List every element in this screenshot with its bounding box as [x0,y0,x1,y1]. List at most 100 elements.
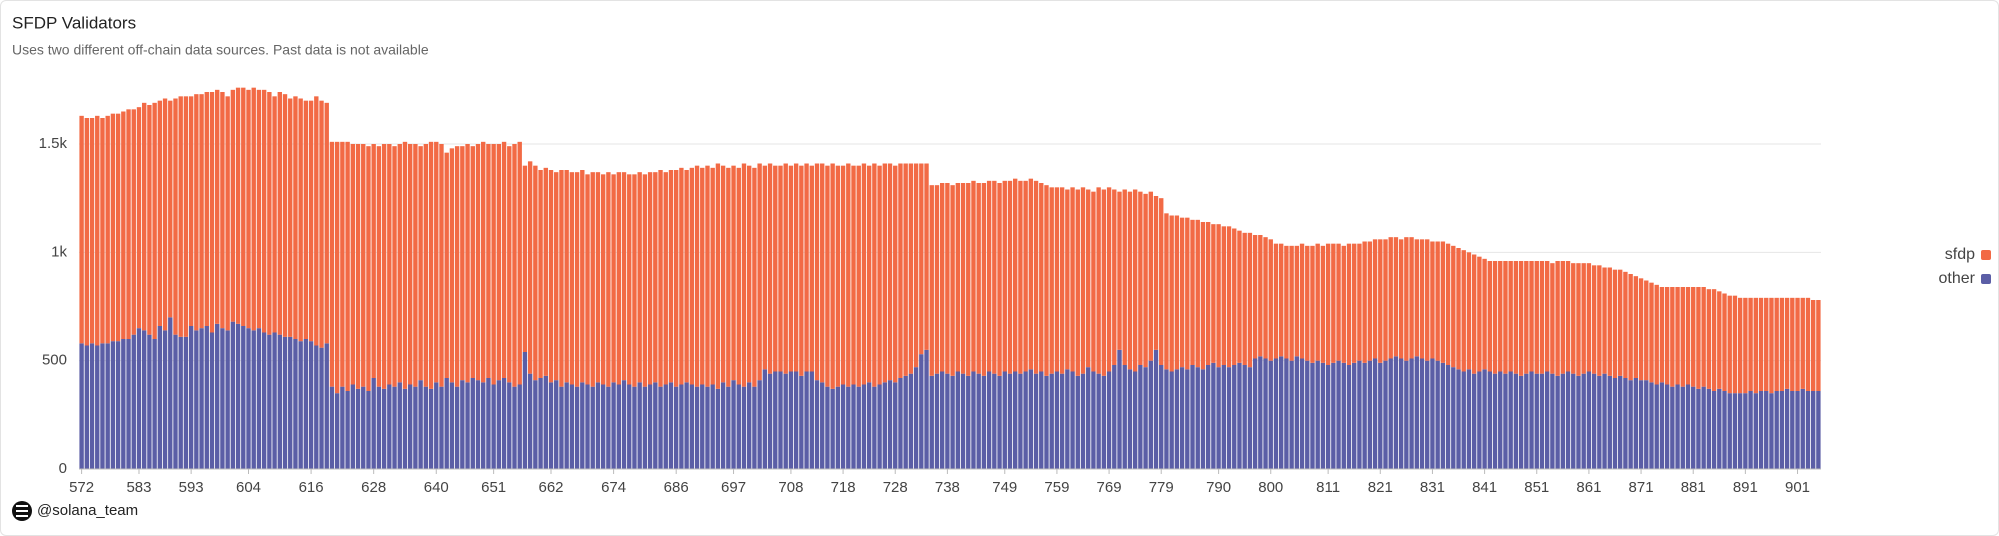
bar-segment [1727,393,1732,469]
bar-segment [851,384,856,469]
bar-segment [1602,267,1607,374]
bar-segment [580,170,585,383]
bar-segment [1445,365,1451,469]
bar-segment [945,373,950,469]
bar-segment [715,388,721,469]
bar-segment [1258,235,1263,357]
bar-segment [1409,358,1414,469]
bar-segment [1539,373,1545,469]
bar-segment [1268,239,1273,361]
x-tick-label: 628 [361,479,386,496]
bar-segment [1065,369,1070,469]
bar-segment [1393,237,1399,357]
bar-segment [1106,371,1112,469]
bar-segment [371,144,376,378]
bar-segment [439,386,444,469]
bar-segment [418,146,423,381]
bar-segment [741,163,747,387]
bar-segment [1336,243,1341,361]
bar-segment [913,163,919,368]
bar-segment [126,339,131,469]
bar-segment [1717,388,1722,469]
bar-segment [846,163,851,387]
bar-segment [720,165,726,383]
bar-segment [1195,219,1200,368]
bar-segment [100,118,105,344]
x-tick-label: 662 [538,479,563,496]
bar-segment [1362,241,1367,363]
bar-segment [757,380,762,469]
bar-segment [460,146,465,381]
bar-segment [230,89,236,322]
bar-segment [1101,189,1107,376]
bar-segment [1638,278,1644,381]
bar-segment [726,386,731,469]
bar-segment [303,100,309,340]
bar-segment [1138,191,1143,365]
x-tick-label: 800 [1258,479,1283,496]
bar-segment [1560,261,1566,374]
x-tick-label: 779 [1149,479,1174,496]
bar-segment [924,349,929,469]
bar-segment [559,386,564,469]
bar-segment [491,144,496,385]
bar-segment [981,375,987,469]
bar-segment [861,163,867,385]
bar-segment [345,391,350,469]
bar-segment [1597,265,1602,376]
bar-segment [507,382,512,469]
x-tick-label: 790 [1206,479,1231,496]
bar-segment [298,98,303,342]
bar-segment [361,386,366,469]
bar-segment [1482,369,1487,469]
bar-segment [908,163,914,374]
bar-segment [1398,358,1404,469]
bar-segment [387,384,392,469]
bar-segment [1242,365,1247,469]
bar-segment [1701,287,1706,387]
bar-segment [486,378,491,469]
bar-segment [986,180,992,372]
bar-segment [1294,356,1300,469]
bar-segment [647,172,653,385]
bar-segment [616,384,622,469]
bar-segment [1737,393,1743,469]
bar-segment [1200,222,1206,370]
bar-segment [658,170,663,387]
y-tick-label: 1k [51,243,67,260]
bar-segment [1466,252,1472,370]
bar-segment [1790,297,1795,391]
bar-segment [366,146,371,391]
bar-segment [1732,295,1738,394]
bar-segment [293,339,298,469]
bar-segment [668,382,674,469]
bar-segment [1325,365,1331,469]
bar-segment [512,386,517,469]
bar-segment [1065,189,1070,370]
bar-segment [376,386,382,469]
bar-segment [1033,180,1039,374]
bar-segment [355,144,361,389]
bar-segment [1487,371,1493,469]
x-tick-label: 616 [299,479,324,496]
bar-segment [1169,371,1174,469]
bar-segment [194,330,199,469]
bar-segment [783,163,788,374]
bar-segment [1737,297,1743,394]
bar-segment [1086,367,1091,469]
bar-segment [1451,245,1456,368]
bar-segment [1112,365,1117,469]
bar-segment [1153,349,1159,469]
bar-segment [1518,261,1524,376]
bar-segment [303,339,309,469]
bar-segment [1810,300,1816,391]
bar-segment [1059,373,1065,469]
bar-segment [1586,263,1592,372]
bar-segment [527,373,533,469]
bar-segment [585,384,590,469]
bar-segment [1367,241,1373,361]
bar-segment [1774,391,1779,469]
bar-segment [1764,391,1769,469]
bar-segment [199,328,204,469]
bar-segment [694,165,700,387]
